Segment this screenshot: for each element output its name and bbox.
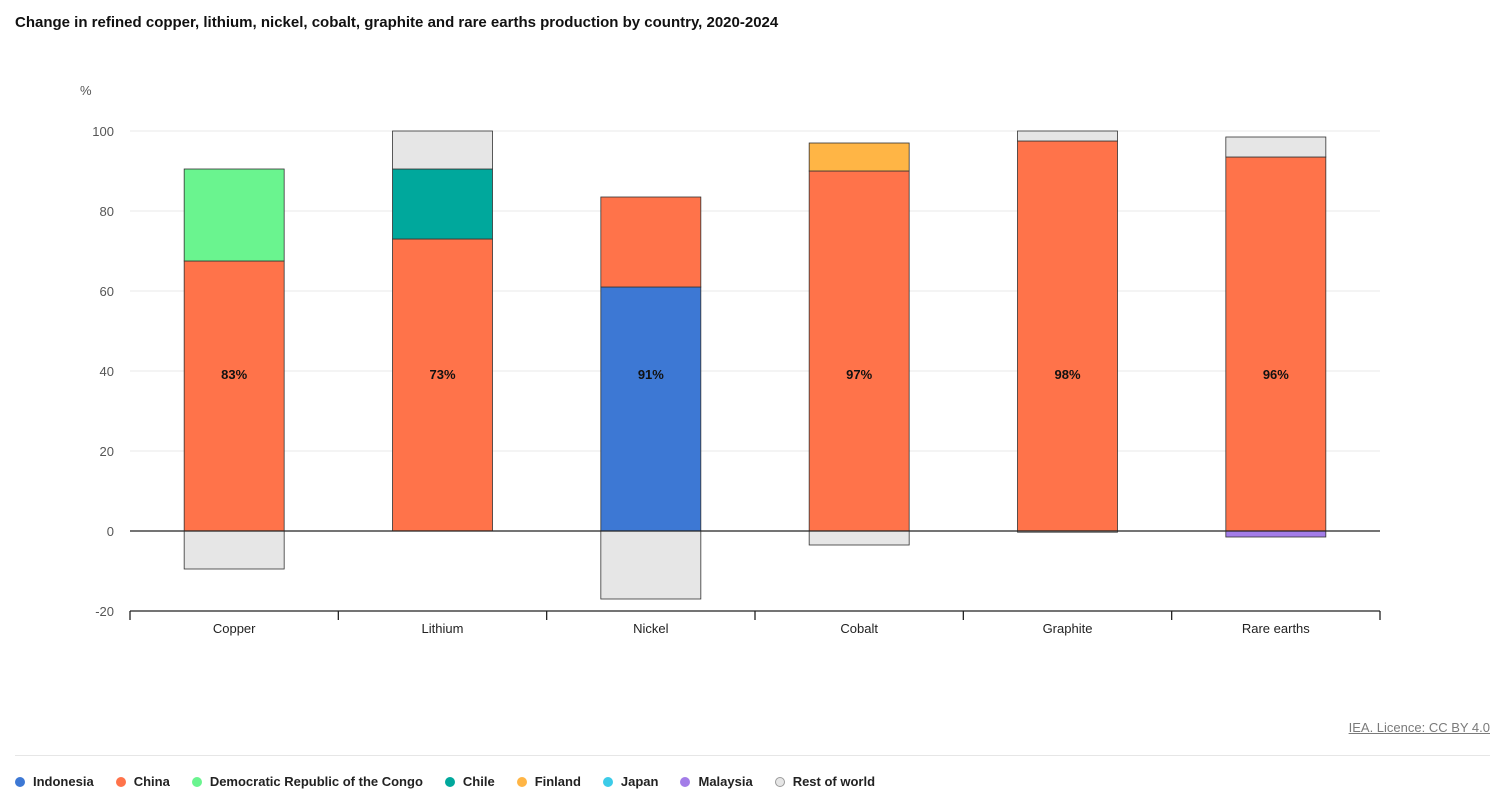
bar-segment-malaysia bbox=[1225, 530, 1327, 538]
legend-item-finland[interactable]: Finland bbox=[516, 774, 581, 789]
y-tick-label: -20 bbox=[95, 604, 114, 619]
chart-title: Change in refined copper, lithium, nicke… bbox=[15, 14, 779, 31]
x-tick-label: Copper bbox=[213, 621, 256, 636]
bar-segment-rest-of-world bbox=[1017, 130, 1118, 142]
bar-data-label: 96% bbox=[1263, 367, 1289, 382]
legend-label-chile: Chile bbox=[462, 774, 495, 789]
bar-segment-china bbox=[1225, 156, 1327, 532]
bar-data-label: 91% bbox=[638, 367, 664, 382]
legend-swatch-finland bbox=[516, 776, 527, 787]
bar-segment-rest-of-world bbox=[808, 530, 910, 546]
legend-label-indonesia: Indonesia bbox=[33, 774, 94, 789]
x-tick-label: Lithium bbox=[422, 621, 464, 636]
legend-swatch-drc bbox=[191, 776, 202, 787]
x-tick-label: Graphite bbox=[1043, 621, 1093, 636]
bar-data-label: 97% bbox=[846, 367, 872, 382]
legend-item-chile[interactable]: Chile bbox=[444, 774, 495, 789]
bar-segment-rest-of-world bbox=[392, 130, 493, 170]
legend-label-drc: Democratic Republic of the Congo bbox=[209, 774, 423, 789]
legend-label-china: China bbox=[133, 774, 170, 789]
legend-item-malaysia[interactable]: Malaysia bbox=[680, 774, 753, 789]
bar-segment-rest-of-world bbox=[1225, 136, 1327, 158]
y-tick-label: 0 bbox=[107, 524, 114, 539]
legend-swatch-malaysia bbox=[680, 776, 691, 787]
bar-data-label: 83% bbox=[221, 367, 247, 382]
bar-segment-rest-of-world bbox=[183, 530, 285, 570]
legend-label-malaysia: Malaysia bbox=[698, 774, 753, 789]
legend-item-japan[interactable]: Japan bbox=[602, 774, 659, 789]
y-tick-label: 20 bbox=[100, 444, 114, 459]
y-tick-label: 60 bbox=[100, 284, 114, 299]
legend-item-drc[interactable]: Democratic Republic of the Congo bbox=[191, 774, 423, 789]
legend-swatch-indonesia bbox=[15, 776, 25, 787]
legend-item-rest-of-world[interactable]: Rest of world bbox=[774, 774, 876, 789]
source-link[interactable]: IEA. Licence: CC BY 4.0 bbox=[1348, 720, 1490, 735]
bar-segment-finland bbox=[808, 142, 910, 172]
legend-swatch-chile bbox=[444, 776, 455, 787]
legend-swatch-japan bbox=[602, 776, 613, 787]
legend-item-china[interactable]: China bbox=[115, 774, 170, 789]
bar-segment-rest-of-world bbox=[600, 530, 702, 600]
legend-label-finland: Finland bbox=[534, 774, 581, 789]
legend: Indonesia China Democratic Republic of t… bbox=[15, 774, 875, 789]
legend-label-rest-of-world: Rest of world bbox=[792, 774, 876, 789]
y-tick-label: 100 bbox=[92, 124, 114, 139]
bar-segment-china bbox=[183, 260, 285, 532]
divider bbox=[15, 755, 1490, 756]
bar-segment-chile bbox=[392, 168, 493, 240]
legend-item-indonesia[interactable]: Indonesia bbox=[15, 774, 94, 789]
stacked-bar-chart: % 100 80 60 40 20 0 -20 83% Copper 73% Lithium 91% Ni… bbox=[80, 83, 1381, 636]
bar-segment-indonesia bbox=[600, 286, 702, 532]
legend-swatch-china bbox=[115, 776, 126, 787]
y-axis-unit-label: % bbox=[80, 83, 92, 98]
x-tick-label: Rare earths bbox=[1242, 621, 1310, 636]
legend-label-japan: Japan bbox=[620, 774, 659, 789]
x-tick-label: Cobalt bbox=[840, 621, 878, 636]
bar-segment-china bbox=[808, 170, 910, 532]
bar-segment-china bbox=[392, 238, 493, 532]
legend-swatch-rest-of-world bbox=[774, 776, 785, 787]
y-tick-label: 40 bbox=[100, 364, 114, 379]
y-tick-label: 80 bbox=[100, 204, 114, 219]
bar-segment-china bbox=[1017, 140, 1118, 532]
bar-data-label: 98% bbox=[1054, 367, 1080, 382]
bar-segment-china bbox=[600, 196, 702, 288]
bar-segment-democratic-republic-of-the-congo bbox=[183, 168, 285, 262]
bar-data-label: 73% bbox=[429, 367, 455, 382]
x-tick-label: Nickel bbox=[633, 621, 669, 636]
